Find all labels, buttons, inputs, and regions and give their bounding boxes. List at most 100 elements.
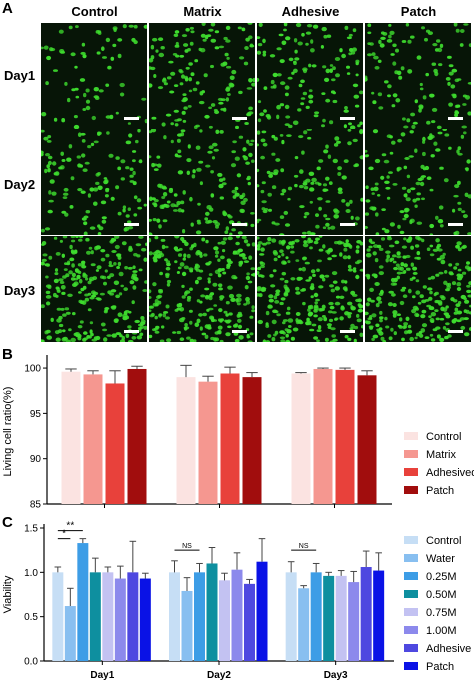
cell bbox=[113, 262, 117, 266]
cell bbox=[41, 304, 45, 309]
cell bbox=[316, 329, 322, 332]
panel-c-letter: C bbox=[2, 514, 13, 531]
cell bbox=[197, 202, 201, 206]
cell bbox=[359, 268, 363, 272]
cell bbox=[229, 83, 235, 88]
cell bbox=[365, 212, 370, 216]
cell bbox=[188, 89, 193, 93]
row-label-day1: Day1 bbox=[4, 68, 36, 83]
bar-1-00m-day3 bbox=[348, 582, 360, 661]
cell bbox=[373, 186, 379, 192]
cell bbox=[119, 339, 126, 342]
micrograph-day1-control bbox=[41, 23, 147, 129]
cell bbox=[347, 301, 353, 306]
cell bbox=[187, 105, 192, 108]
cell bbox=[265, 322, 269, 326]
cell bbox=[405, 197, 411, 202]
bar-adhesived-day1 bbox=[105, 383, 125, 504]
cell bbox=[104, 269, 108, 273]
cell bbox=[149, 218, 152, 222]
cell bbox=[113, 27, 117, 32]
cell bbox=[269, 274, 274, 278]
cell bbox=[398, 75, 403, 80]
cell bbox=[105, 253, 110, 258]
cell bbox=[210, 170, 214, 174]
cell bbox=[72, 312, 76, 316]
cell bbox=[462, 271, 467, 275]
cell bbox=[296, 276, 302, 281]
legend-swatch-patch bbox=[404, 662, 418, 670]
cell bbox=[431, 120, 436, 124]
cell bbox=[393, 331, 397, 336]
micrograph-day2-patch bbox=[365, 129, 471, 235]
cell bbox=[115, 332, 122, 336]
cell bbox=[334, 209, 340, 214]
cell bbox=[421, 323, 428, 328]
cell-layer bbox=[149, 23, 255, 129]
cell bbox=[70, 176, 75, 181]
cell bbox=[380, 237, 386, 241]
cell bbox=[371, 192, 375, 195]
cell bbox=[248, 255, 253, 260]
cell bbox=[295, 286, 300, 291]
cell bbox=[464, 299, 470, 304]
cell bbox=[333, 214, 339, 219]
cell bbox=[267, 305, 273, 309]
cell bbox=[395, 263, 400, 267]
cell bbox=[113, 280, 120, 286]
cell bbox=[402, 217, 407, 221]
cell bbox=[64, 212, 69, 217]
cell bbox=[335, 295, 341, 299]
cell bbox=[422, 140, 426, 144]
bar-adhesive-day3 bbox=[360, 567, 372, 661]
cell bbox=[195, 124, 200, 128]
cell bbox=[44, 263, 50, 267]
cell bbox=[161, 122, 166, 127]
scale-bar bbox=[448, 117, 463, 120]
cell bbox=[217, 172, 223, 177]
cell bbox=[352, 267, 357, 271]
cell bbox=[198, 313, 203, 317]
cell bbox=[288, 325, 292, 328]
cell bbox=[429, 93, 435, 98]
cell bbox=[74, 87, 79, 91]
cell bbox=[227, 325, 232, 329]
cell bbox=[62, 275, 67, 279]
cell bbox=[239, 253, 243, 257]
cell bbox=[87, 145, 92, 149]
cell bbox=[448, 263, 453, 267]
cell bbox=[89, 296, 95, 300]
cell bbox=[315, 224, 320, 229]
cell bbox=[222, 249, 226, 253]
cell bbox=[261, 181, 266, 185]
cell bbox=[262, 242, 267, 246]
cell bbox=[156, 255, 162, 259]
cell bbox=[41, 129, 45, 133]
y-tick-label: 95 bbox=[30, 409, 42, 420]
cell bbox=[467, 232, 471, 235]
cell bbox=[431, 107, 438, 112]
cell bbox=[177, 208, 182, 213]
cell bbox=[90, 250, 94, 255]
cell bbox=[439, 317, 445, 321]
cell bbox=[414, 99, 418, 104]
cell bbox=[71, 272, 76, 278]
cell bbox=[371, 52, 376, 56]
cell bbox=[376, 244, 382, 249]
cell bbox=[372, 100, 377, 105]
cell bbox=[344, 106, 348, 110]
cell bbox=[394, 240, 400, 245]
cell bbox=[182, 190, 186, 195]
cell bbox=[293, 174, 299, 178]
cell bbox=[322, 65, 327, 69]
cell bbox=[198, 47, 202, 52]
bar-adhesived-day3 bbox=[335, 369, 355, 504]
cell bbox=[367, 23, 372, 27]
cell bbox=[288, 241, 294, 246]
cell bbox=[165, 266, 171, 271]
cell bbox=[173, 193, 178, 197]
cell bbox=[186, 298, 191, 302]
cell bbox=[285, 36, 291, 41]
cell bbox=[115, 111, 119, 115]
cell bbox=[396, 167, 400, 172]
